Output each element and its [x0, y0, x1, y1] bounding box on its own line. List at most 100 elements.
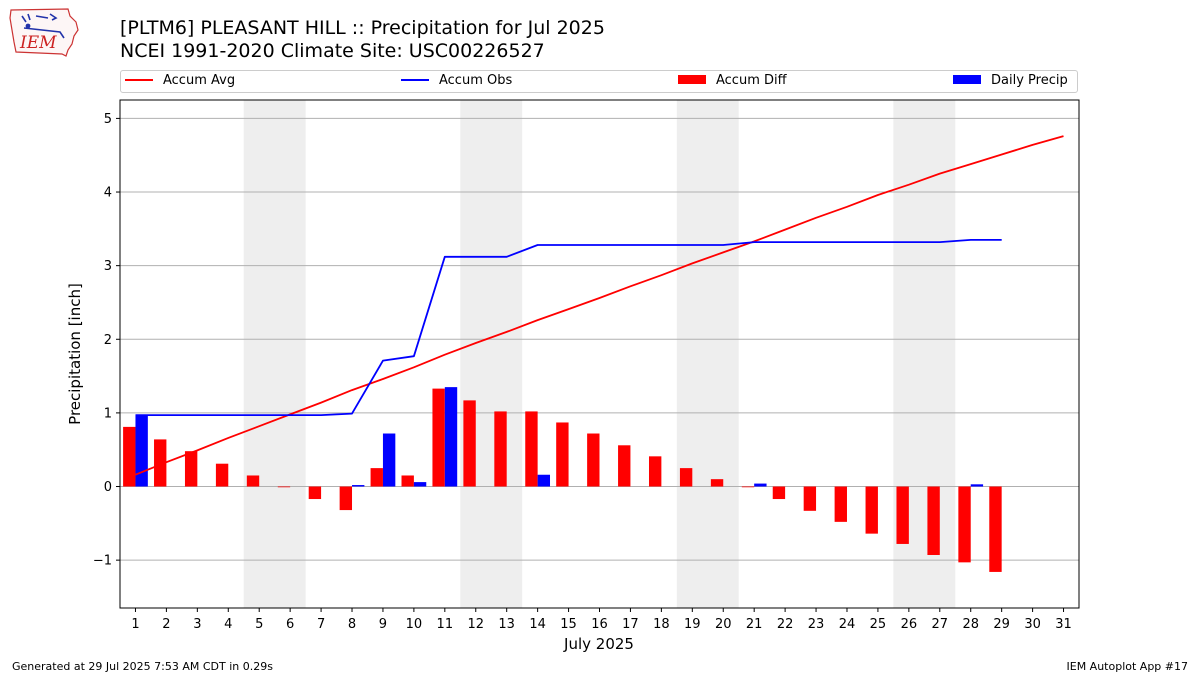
y-axis-label: Precipitation [inch]: [66, 283, 84, 425]
accum-diff-bar-5: [246, 475, 260, 487]
weekend-shading: [243, 100, 956, 608]
accum-diff-bar-29: [989, 486, 1002, 572]
daily-precip-bar-21: [754, 483, 767, 487]
weekend-band-1: [460, 100, 523, 608]
daily-precip-bar-14: [537, 474, 551, 487]
accum-diff-bar-1: [123, 426, 136, 487]
y-tick-label-6: 5: [104, 112, 112, 127]
x-tick-label-21: 22: [777, 617, 794, 632]
x-tick-label-14: 15: [560, 617, 577, 632]
x-tick-label-10: 11: [437, 617, 454, 632]
legend-swatch-daily-precip: [953, 75, 981, 84]
x-tick-label-23: 24: [839, 617, 856, 632]
accum-diff-bar-10: [401, 475, 414, 487]
x-tick-label-22: 23: [808, 617, 825, 632]
x-tick-label-27: 28: [962, 617, 979, 632]
legend-label-daily-precip: Daily Precip: [991, 73, 1068, 88]
accum-diff-bar-21: [741, 486, 755, 488]
accum-diff-bar-9: [370, 468, 383, 487]
x-tick-label-29: 30: [1024, 617, 1041, 632]
y-tick-label-1: 0: [104, 480, 112, 495]
x-tick-label-9: 10: [406, 617, 423, 632]
y-tick-label-2: 1: [104, 406, 112, 421]
x-tick-label-7: 8: [348, 617, 356, 632]
x-tick-label-2: 3: [193, 617, 201, 632]
chart-subtitle: NCEI 1991-2020 Climate Site: USC00226527: [120, 40, 545, 62]
bars: [123, 387, 1002, 572]
x-tick-label-16: 17: [622, 617, 639, 632]
legend-label-accum-diff: Accum Diff: [716, 73, 787, 88]
legend-item-accum-diff: Accum Diff: [678, 73, 787, 88]
legend-swatch-accum-diff: [678, 75, 706, 84]
x-tick-label-11: 12: [467, 617, 484, 632]
accum-diff-bar-8: [339, 486, 353, 511]
accum-diff-bar-23: [803, 486, 817, 511]
footer-app: IEM Autoplot App #17: [1066, 660, 1189, 673]
y-tick-label-0: −1: [93, 554, 112, 569]
daily-precip-bar-11: [444, 387, 458, 487]
accum-diff-bar-7: [308, 486, 322, 500]
legend-label-accum-obs: Accum Obs: [439, 73, 513, 88]
legend-swatch-accum-obs: [401, 78, 429, 81]
y-tick-label-4: 3: [104, 259, 112, 274]
legend-item-daily-precip: Daily Precip: [953, 73, 1068, 88]
weekend-band-2: [676, 100, 739, 608]
x-tick-label-13: 14: [529, 617, 546, 632]
x-tick-label-19: 20: [715, 617, 732, 632]
x-tick-label-0: 1: [131, 617, 139, 632]
daily-precip-bar-10: [413, 482, 427, 487]
accum-diff-bar-4: [215, 463, 229, 487]
accum-diff-bar-20: [710, 479, 724, 487]
x-tick-label-1: 2: [162, 617, 170, 632]
chart-legend: Accum Avg Accum Obs Accum Diff Daily Pre…: [120, 70, 1078, 93]
x-tick-label-20: 21: [746, 617, 763, 632]
accum-diff-bar-14: [525, 411, 538, 487]
accum-diff-bar-17: [618, 445, 631, 487]
legend-item-accum-obs: Accum Obs: [401, 73, 512, 88]
accum-diff-bar-25: [865, 486, 878, 534]
x-tick-label-4: 5: [255, 617, 263, 632]
logo-text: IEM: [19, 33, 57, 53]
accum-diff-bar-13: [494, 411, 507, 487]
accum-diff-bar-6: [277, 486, 291, 488]
x-axis-label: July 2025: [563, 635, 634, 653]
x-axis-ticks: 1 2 3 4 5 6 7 8 9 10 11 12 13 14 15 16 17 18 19 20 21 22 23 24 2…: [131, 608, 1072, 632]
accum-diff-bar-27: [927, 486, 940, 555]
legend-item-accum-avg: Accum Avg: [125, 73, 235, 88]
iowa-state-outline-icon: [9, 8, 79, 57]
y-axis-ticks: −1 0 1 2 3 4 5: [93, 112, 120, 569]
footer-generated: Generated at 29 Jul 2025 7:53 AM CDT in …: [12, 660, 273, 673]
weekend-band-0: [243, 100, 306, 608]
accum-diff-bar-26: [896, 486, 909, 544]
lines: [135, 135, 1064, 476]
x-tick-label-6: 7: [317, 617, 325, 632]
x-tick-label-5: 6: [286, 617, 294, 632]
legend-swatch-accum-avg: [125, 78, 153, 81]
x-tick-label-24: 25: [870, 617, 887, 632]
x-tick-label-15: 16: [591, 617, 608, 632]
accum-diff-bar-16: [587, 433, 600, 487]
chart-title: [PLTM6] PLEASANT HILL :: Precipitation f…: [120, 17, 605, 39]
accum-diff-bar-12: [463, 400, 476, 487]
daily-precip-bar-9: [382, 433, 396, 487]
accum-diff-bar-24: [834, 486, 847, 522]
accum-diff-bar-11: [432, 388, 445, 487]
accum-diff-bar-18: [648, 456, 662, 487]
x-tick-label-28: 29: [993, 617, 1010, 632]
y-tick-label-3: 2: [104, 333, 112, 348]
y-tick-label-5: 4: [104, 186, 112, 201]
accum-diff-bar-2: [154, 439, 167, 487]
accum-diff-bar-19: [679, 468, 693, 487]
x-tick-label-3: 4: [224, 617, 232, 632]
accum-diff-bar-3: [184, 451, 198, 487]
x-tick-label-17: 18: [653, 617, 670, 632]
daily-precip-bar-8: [352, 485, 365, 487]
accum-diff-bar-28: [958, 486, 971, 563]
accum-diff-bar-15: [556, 422, 569, 487]
x-tick-label-25: 26: [901, 617, 918, 632]
weather-symbols-icon: [21, 13, 65, 39]
daily-precip-bar-28: [970, 484, 984, 487]
accum-obs-line: [135, 238, 1002, 417]
x-tick-label-12: 13: [498, 617, 515, 632]
